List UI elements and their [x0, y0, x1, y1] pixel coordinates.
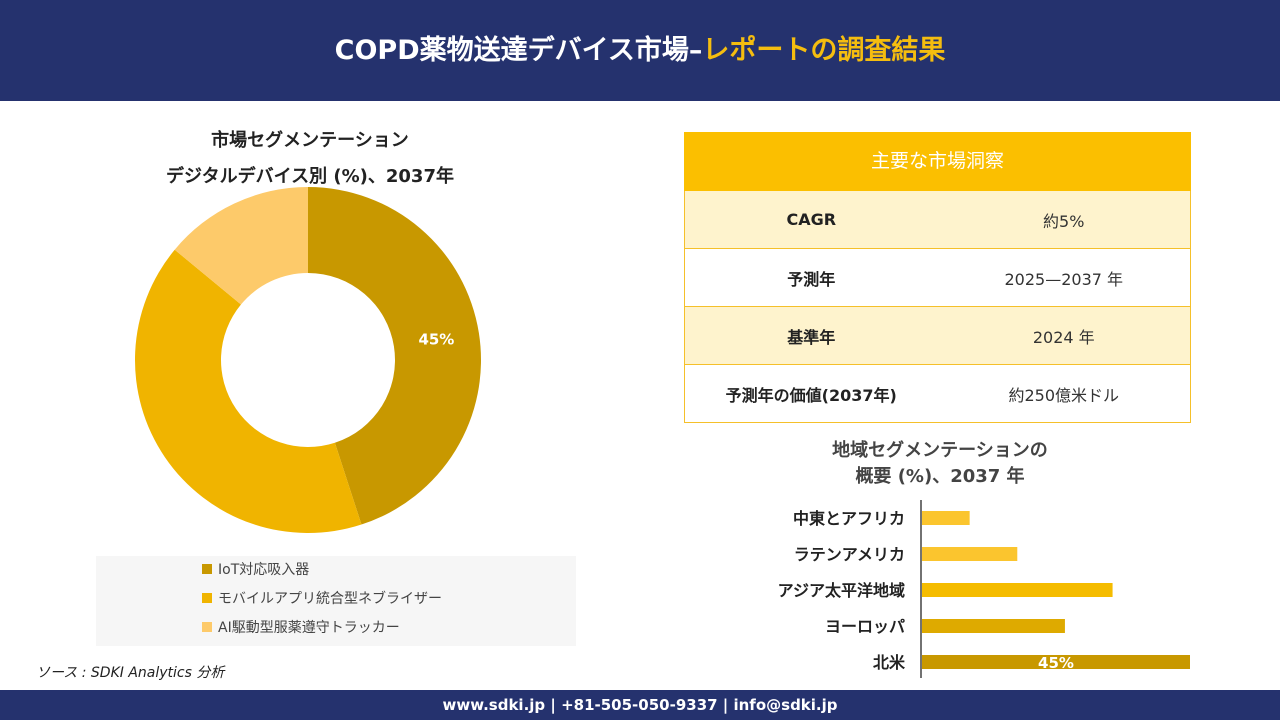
donut-chart: 45% [135, 187, 481, 533]
source-note: ソース : SDKI Analytics 分析 [36, 665, 225, 681]
donut-slice-iot-inhaler [308, 187, 481, 525]
legend-swatch [202, 564, 212, 574]
insights-key: 予測年の価値(2037年) [725, 385, 897, 405]
insights-key: 基準年 [787, 327, 836, 347]
legend-label: IoT対応吸入器 [218, 562, 310, 578]
header-bar: COPD薬物送達デバイス市場–レポートの調査結果 [0, 0, 1280, 101]
region-bar [922, 547, 1018, 561]
donut-slice-app-nebulizer [135, 249, 362, 533]
market-insights-table: 主要な市場洞察 CAGR 約5% 予測年 2025—2037 年 基準年 202… [684, 132, 1191, 423]
region-chart-title-line2: 概要 (%)、2037 年 [855, 466, 1025, 487]
legend-item-app-nebulizer: モバイルアプリ統合型ネブライザー [202, 588, 442, 608]
insights-heading: 主要な市場洞察 [684, 132, 1191, 191]
page-title: COPD薬物送達デバイス市場–レポートの調査結果 [0, 0, 1280, 101]
bar-category-label: 北米 [873, 653, 906, 672]
legend-item-ai-tracker: AI駆動型服薬遵守トラッカー [202, 617, 400, 637]
region-bar [922, 583, 1113, 597]
insights-value: 約5% [1043, 211, 1085, 231]
legend-swatch [202, 622, 212, 632]
insights-value: 2024 年 [1032, 327, 1095, 347]
insights-row-base-year: 基準年 2024 年 [684, 307, 1191, 365]
footer-bar: www.sdki.jp | +81-505-050-9337 | info@sd… [0, 690, 1280, 720]
bar-category-label: 中東とアフリカ [793, 509, 905, 528]
bar-category-label: ヨーロッパ [825, 617, 905, 636]
region-chart-title-line1: 地域セグメンテーションの [832, 440, 1048, 461]
legend-label: AI駆動型服薬遵守トラッカー [218, 620, 400, 636]
footer-contact: www.sdki.jp | +81-505-050-9337 | info@sd… [442, 696, 838, 714]
insights-row-forecast-year: 予測年 2025—2037 年 [684, 249, 1191, 307]
page-title-main: COPD薬物送達デバイス市場– [334, 35, 703, 66]
donut-data-label: 45% [418, 331, 454, 349]
insights-row-forecast-value: 予測年の価値(2037年) 約250億米ドル [684, 365, 1191, 423]
page-title-accent: レポートの調査結果 [702, 35, 946, 66]
donut-legend: IoT対応吸入器 モバイルアプリ統合型ネブライザー AI駆動型服薬遵守トラッカー [96, 556, 576, 646]
donut-chart-title-line1: 市場セグメンテーション [211, 130, 409, 151]
insights-key: 予測年 [787, 269, 836, 289]
region-bar [922, 511, 970, 525]
region-bar [922, 619, 1065, 633]
donut-chart-title-line2: デジタルデバイス別 (%)、2037年 [166, 166, 454, 187]
insights-key: CAGR [786, 210, 837, 229]
legend-swatch [202, 593, 212, 603]
bar-category-label: アジア太平洋地域 [778, 581, 905, 600]
bar-category-label: ラテンアメリカ [794, 545, 905, 564]
insights-value: 約250億米ドル [1008, 385, 1120, 405]
bar-data-label: 45% [1038, 654, 1074, 672]
insights-row-cagr: CAGR 約5% [684, 191, 1191, 249]
legend-item-iot-inhaler: IoT対応吸入器 [202, 559, 309, 579]
insights-value: 2025—2037 年 [1004, 269, 1124, 289]
donut-slice-ai-tracker [174, 187, 308, 305]
legend-label: モバイルアプリ統合型ネブライザー [218, 591, 442, 607]
region-bar [922, 655, 1190, 669]
